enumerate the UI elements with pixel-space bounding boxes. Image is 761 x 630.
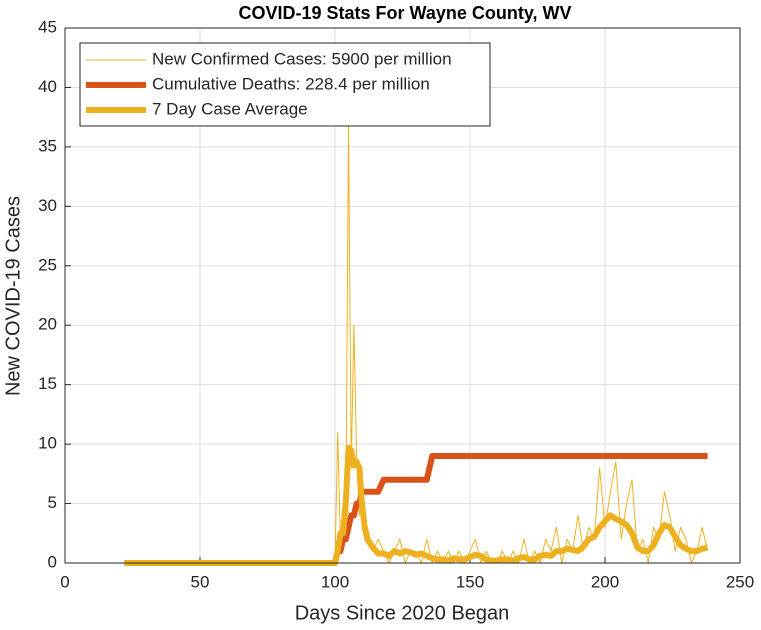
y-axis-label: New COVID-19 Cases (2, 196, 24, 396)
y-tick-label: 25 (38, 255, 57, 274)
data-line (124, 444, 709, 566)
y-tick-label: 35 (38, 136, 57, 155)
y-tick-label: 5 (48, 493, 57, 512)
y-tick-label: 10 (38, 434, 57, 453)
y-tick-label: 30 (38, 196, 57, 215)
x-tick-label: 0 (60, 572, 69, 591)
y-tick-label: 45 (38, 17, 57, 36)
x-axis-label: Days Since 2020 Began (295, 602, 510, 624)
chart-title: COVID-19 Stats For Wayne County, WV (238, 3, 571, 23)
x-tick-label: 250 (726, 572, 754, 591)
y-tick-label: 0 (48, 552, 57, 571)
data-line (124, 453, 708, 566)
plot-frame (64, 27, 741, 564)
legend-label: New Confirmed Cases: 5900 per million (152, 49, 452, 68)
x-tick-label: 200 (591, 572, 619, 591)
x-tick-label: 150 (456, 572, 484, 591)
y-tick-label: 15 (38, 374, 57, 393)
legend-label: 7 Day Case Average (152, 99, 308, 118)
x-tick-label: 100 (321, 572, 349, 591)
legend-box (79, 42, 491, 127)
x-tick-label: 50 (191, 572, 210, 591)
y-tick-label: 20 (38, 315, 57, 334)
y-tick-label: 40 (38, 77, 57, 96)
legend-label: Cumulative Deaths: 228.4 per million (152, 74, 430, 93)
